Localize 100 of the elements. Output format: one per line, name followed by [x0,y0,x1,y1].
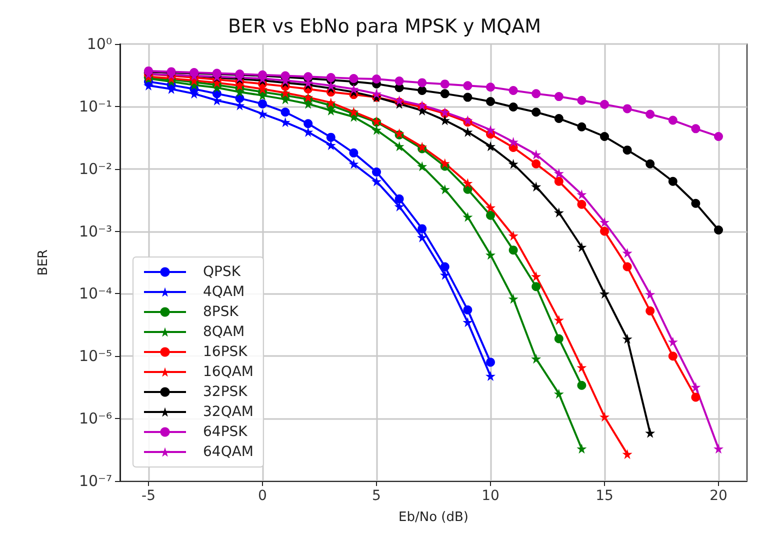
point [668,116,678,125]
x-tick-label: 10 [482,488,500,504]
point [440,115,450,126]
legend-label: 4QAM [203,284,245,300]
point [280,108,290,117]
point [349,148,358,158]
legend-label: QPSK [203,264,242,280]
legend-label: 16QAM [203,364,254,380]
point [622,449,632,460]
point [668,176,678,186]
point [646,110,655,119]
point [508,294,518,304]
point [554,114,564,124]
point [372,176,382,186]
point [600,288,610,299]
point [326,98,336,108]
x-axis-title: Eb/No (dB) [398,510,468,525]
point [645,428,656,438]
legend-label: 8PSK [203,304,240,320]
point [462,126,473,137]
point [600,217,610,228]
point [646,159,655,168]
point [508,158,518,169]
point [645,289,656,300]
x-tick-label: -5 [142,488,156,504]
point [258,108,268,119]
point [714,225,723,234]
point [486,141,496,152]
y-tick-label: 10⁻⁷ [78,472,112,490]
point [440,262,450,272]
y-tick-label: 10⁰ [86,35,112,53]
y-axis-title: BER [36,249,51,276]
point [554,92,564,102]
y-tick-label: 10⁻⁴ [78,284,112,303]
point [462,317,473,328]
point [394,194,404,204]
point [576,444,587,454]
point [532,159,541,168]
point [418,224,427,234]
point [577,96,586,105]
point [280,117,290,128]
point [440,80,450,89]
point [508,246,518,255]
point [258,99,267,108]
point [532,108,541,117]
point [554,176,564,186]
point [691,392,700,402]
point [326,73,336,82]
point [600,226,609,236]
point [349,74,358,84]
point [554,207,564,218]
legend-label: 64PSK [203,424,248,440]
point [440,89,450,98]
point [417,142,428,152]
point [508,86,518,95]
point [486,371,496,382]
point [508,102,518,112]
point [394,141,404,152]
legend-label: 64QAM [203,444,254,460]
legend-label: 16PSK [203,344,248,360]
legend-label: 32PSK [203,384,248,400]
point [622,248,632,258]
point [326,140,336,150]
point [486,250,496,260]
legend-label: 32QAM [203,404,254,420]
point [577,122,586,132]
point [646,306,655,316]
y-tick-label: 10⁻³ [78,222,112,240]
point [668,336,678,347]
point [531,182,542,192]
point [463,92,472,102]
point [348,106,359,117]
point [576,189,587,200]
point [394,76,404,86]
point [577,200,586,209]
point [531,271,542,282]
point [531,354,542,364]
point [576,242,587,252]
point [554,334,564,344]
point [622,104,632,114]
point [714,132,723,141]
point [554,314,564,325]
point [417,161,428,172]
point [554,388,564,399]
point [372,74,381,84]
point [440,270,450,280]
point [440,158,450,168]
legend-label: 8QAM [203,324,245,340]
point [418,78,427,88]
point [532,282,541,292]
point [508,230,518,241]
point [600,412,610,422]
x-tick-label: 0 [258,488,267,504]
point [463,305,472,314]
point [531,149,542,160]
point [532,89,541,98]
point [486,210,495,220]
point [303,92,314,102]
point [463,81,472,90]
y-tick-label: 10⁻² [78,160,112,178]
